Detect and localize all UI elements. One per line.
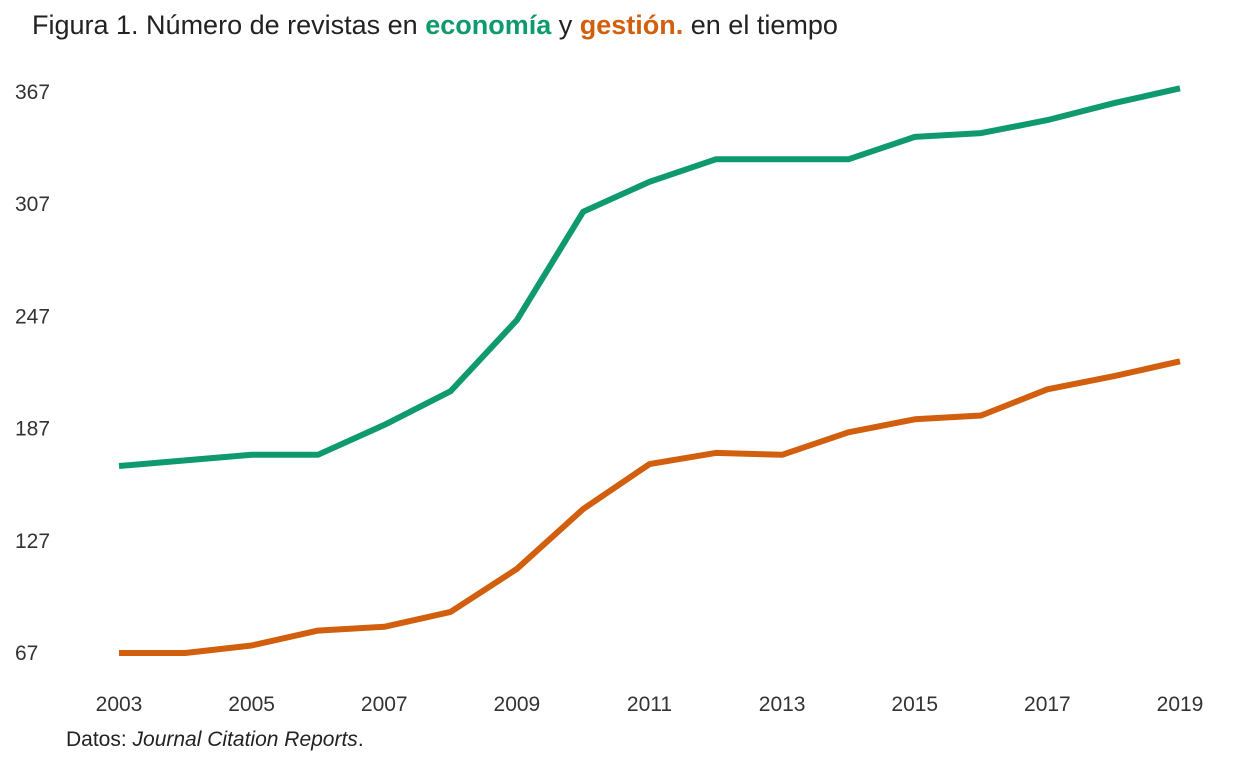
x-tick-label: 2015 [891,693,938,716]
caption-prefix: Datos: [66,728,133,751]
title-term-economia: economía [425,10,552,40]
chart-title: Figura 1. Número de revistas en economía… [32,10,838,41]
y-tick-label: 367 [15,81,50,104]
x-tick-label: 2005 [228,693,275,716]
series-line-economia [118,85,1181,469]
x-tick-label: 2007 [361,693,408,716]
title-term-gestion: gestión. [579,10,684,40]
x-tick-label: 2019 [1157,693,1204,716]
title-connector: y [551,10,580,40]
x-axis-ticks: 2003 2005 2007 2009 2011 2013 2015 2017 2019 [96,693,1204,716]
series-line-gestion [119,358,1181,656]
caption-suffix: . [357,728,364,751]
x-tick-label: 2013 [759,693,806,716]
series-lines [118,85,1181,656]
y-tick-label: 67 [15,642,38,665]
title-suffix: en el tiempo [683,10,838,40]
title-prefix: Figura 1. Número de revistas en [32,10,426,40]
y-tick-label: 247 [15,305,50,328]
source-caption: Datos: Journal Citation Reports. [66,728,364,752]
x-tick-label: 2003 [96,693,143,716]
caption-source: Journal Citation Reports [132,728,358,751]
y-tick-label: 127 [15,530,50,553]
x-tick-label: 2017 [1024,693,1071,716]
y-axis-ticks: 67 127 187 247 307 367 [15,81,50,665]
x-tick-label: 2011 [627,693,672,716]
y-tick-label: 307 [15,193,50,216]
x-tick-label: 2009 [494,693,541,716]
y-tick-label: 187 [15,418,50,441]
